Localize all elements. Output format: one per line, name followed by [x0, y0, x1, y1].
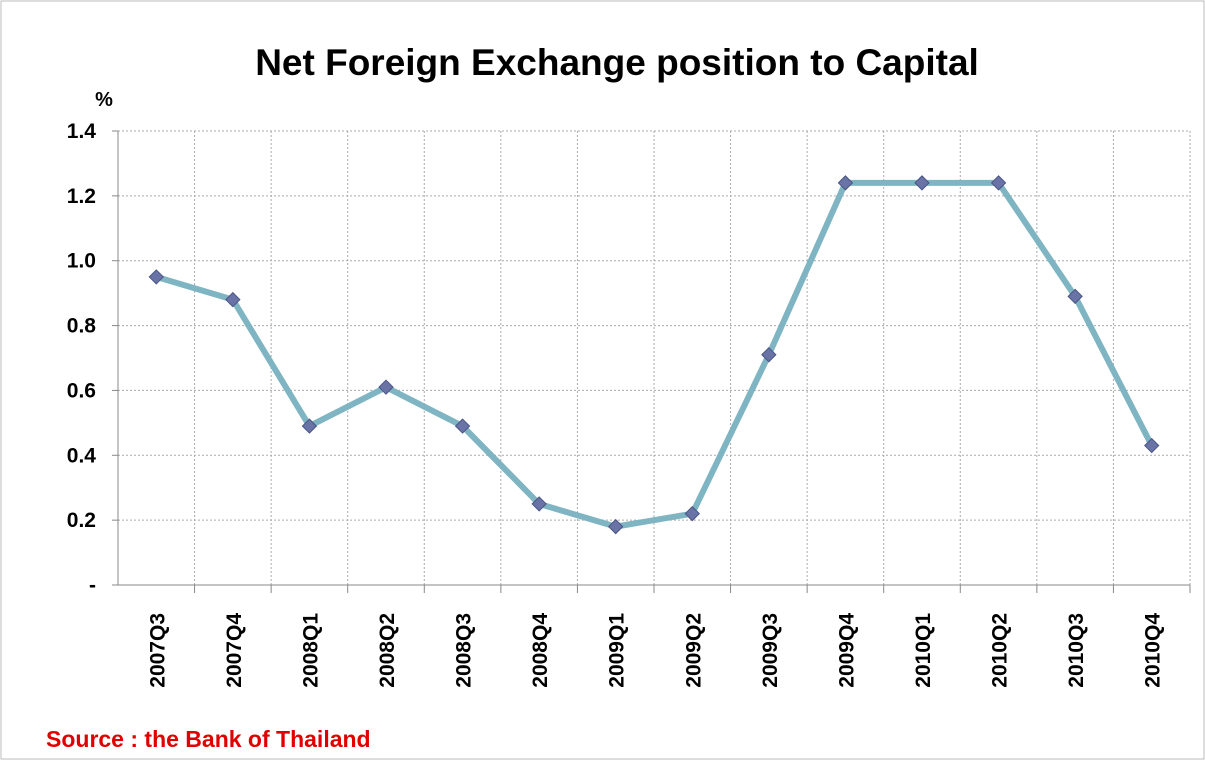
- x-tick-label: 2008Q3: [453, 613, 476, 688]
- y-tick-label: 0.6: [67, 379, 96, 402]
- data-point: [684, 505, 700, 522]
- data-point: [225, 291, 241, 308]
- x-tick-label: 2010Q1: [912, 613, 935, 688]
- x-tick-label: 2007Q4: [223, 613, 246, 688]
- data-point: [1144, 437, 1160, 454]
- y-tick-label: -: [89, 574, 96, 597]
- series-line: [155, 179, 1155, 530]
- y-tick-label: 1.2: [67, 185, 96, 208]
- x-tick-label: 2010Q3: [1065, 613, 1088, 688]
- data-point: [148, 269, 164, 285]
- x-tick-label: 2009Q2: [682, 613, 705, 688]
- y-tick-label: 1.4: [67, 120, 97, 143]
- data-point: [301, 418, 318, 434]
- data-point: [761, 347, 777, 363]
- x-tick-label: 2010Q4: [1142, 613, 1165, 688]
- chart-title: Net Foreign Exchange position to Capital: [255, 42, 979, 83]
- x-tick-label: 2009Q4: [835, 613, 858, 688]
- x-tick-label: 2009Q3: [759, 613, 782, 688]
- y-tick-label: 1.0: [67, 250, 96, 273]
- x-tick-label: 2008Q2: [376, 613, 399, 688]
- data-point: [1067, 288, 1083, 305]
- y-axis-label: %: [95, 89, 113, 111]
- data-point: [837, 175, 854, 191]
- data-point: [531, 496, 547, 512]
- x-tick-label: 2008Q4: [529, 613, 552, 688]
- data-point: [914, 175, 930, 191]
- data-point: [608, 518, 624, 535]
- data-point: [990, 175, 1007, 191]
- y-tick-label: 0.2: [67, 509, 96, 532]
- source-note: Source : the Bank of Thailand: [46, 726, 371, 752]
- x-tick-label: 2009Q1: [606, 613, 629, 688]
- data-point: [378, 379, 394, 395]
- data-point: [454, 418, 471, 434]
- x-tick-label: 2010Q2: [989, 613, 1012, 688]
- x-tick-label: 2008Q1: [299, 613, 322, 688]
- y-tick-label: 0.4: [67, 444, 97, 467]
- x-tick-label: 2007Q3: [146, 613, 169, 688]
- y-tick-label: 0.8: [67, 315, 97, 338]
